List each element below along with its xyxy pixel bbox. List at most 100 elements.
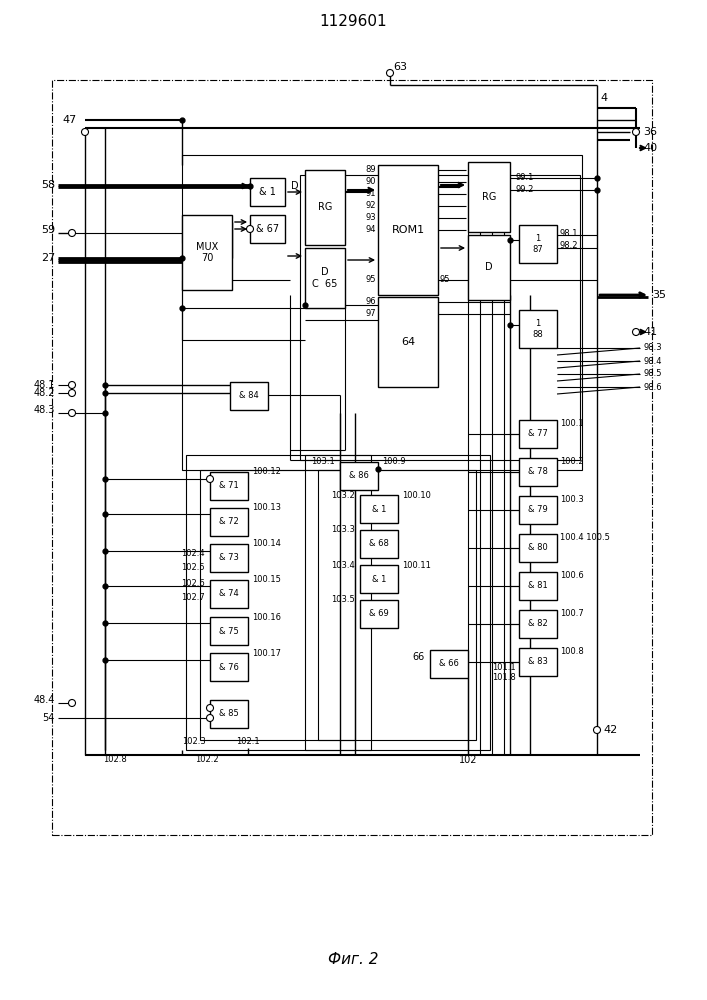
Text: & 83: & 83 — [528, 658, 548, 666]
Text: 35: 35 — [652, 290, 666, 300]
Text: 91: 91 — [366, 190, 376, 198]
Text: 99.2: 99.2 — [515, 186, 533, 194]
Text: 102.7: 102.7 — [181, 593, 205, 602]
Text: RG: RG — [318, 202, 332, 213]
Text: 100.3: 100.3 — [560, 495, 584, 504]
Text: МUX
70: МUX 70 — [196, 242, 218, 263]
Text: 103.4: 103.4 — [332, 560, 355, 570]
Bar — [360, 530, 398, 558]
Text: 94: 94 — [366, 226, 376, 234]
Circle shape — [247, 226, 254, 232]
Text: 102.5: 102.5 — [182, 564, 205, 572]
Text: Фиг. 2: Фиг. 2 — [328, 952, 379, 968]
Text: 36: 36 — [643, 127, 657, 137]
Text: 41: 41 — [643, 327, 657, 337]
Text: 66: 66 — [413, 652, 425, 662]
Bar — [519, 496, 557, 524]
Bar — [318, 470, 476, 740]
Bar — [519, 225, 557, 263]
Bar — [378, 165, 438, 295]
Text: 4: 4 — [600, 93, 607, 103]
Text: & 86: & 86 — [349, 472, 369, 481]
Text: 40: 40 — [643, 143, 657, 153]
Bar — [186, 455, 371, 750]
Text: 98.2: 98.2 — [560, 241, 578, 250]
Bar — [210, 544, 248, 572]
Text: 100.15: 100.15 — [252, 576, 281, 584]
Bar — [210, 508, 248, 536]
Bar — [519, 610, 557, 638]
Circle shape — [206, 704, 214, 712]
Text: 101.8: 101.8 — [492, 674, 516, 682]
Text: 103.1: 103.1 — [311, 458, 335, 466]
Text: & 80: & 80 — [528, 544, 548, 552]
Text: & 67: & 67 — [256, 224, 279, 234]
Text: 92: 92 — [366, 202, 376, 211]
Bar — [378, 297, 438, 387]
Text: 100.4 100.5: 100.4 100.5 — [560, 534, 610, 542]
Text: & 85: & 85 — [219, 710, 239, 718]
Bar — [210, 700, 248, 728]
Text: 95: 95 — [440, 275, 450, 284]
Text: 27: 27 — [41, 253, 55, 263]
Text: & 69: & 69 — [369, 609, 389, 618]
Text: & 75: & 75 — [219, 626, 239, 636]
Text: & 68: & 68 — [369, 540, 389, 548]
Text: 98.5: 98.5 — [643, 369, 662, 378]
Text: & 1: & 1 — [259, 187, 276, 197]
Text: ROM1: ROM1 — [392, 225, 425, 235]
Text: 102.4: 102.4 — [182, 548, 205, 558]
Text: & 73: & 73 — [219, 554, 239, 562]
Text: 63: 63 — [393, 62, 407, 72]
Text: & 77: & 77 — [528, 430, 548, 438]
Bar — [305, 455, 490, 750]
Bar — [468, 162, 510, 232]
Circle shape — [206, 714, 214, 722]
Circle shape — [69, 381, 76, 388]
Text: & 78: & 78 — [528, 468, 548, 477]
Text: 103.5: 103.5 — [332, 595, 355, 604]
Text: & 74: & 74 — [219, 589, 239, 598]
Text: 103.3: 103.3 — [331, 526, 355, 534]
Text: 98.1: 98.1 — [560, 229, 578, 237]
Circle shape — [69, 410, 76, 416]
Text: 102.8: 102.8 — [103, 756, 127, 764]
Text: 48.3: 48.3 — [34, 405, 55, 415]
Text: 102: 102 — [459, 755, 477, 765]
Bar — [210, 653, 248, 681]
Circle shape — [387, 70, 394, 77]
Text: 1129601: 1129601 — [320, 14, 387, 29]
Text: D: D — [291, 181, 299, 191]
Text: 90: 90 — [366, 178, 376, 186]
Bar — [519, 420, 557, 448]
Text: 102.6: 102.6 — [181, 578, 205, 587]
Bar — [210, 617, 248, 645]
Bar — [519, 572, 557, 600]
Text: 59: 59 — [41, 225, 55, 235]
Text: & 66: & 66 — [439, 660, 459, 668]
Text: RG: RG — [481, 192, 496, 202]
Bar — [519, 310, 557, 348]
Text: 100.13: 100.13 — [252, 504, 281, 512]
Text: 64: 64 — [401, 337, 415, 347]
Bar — [300, 175, 580, 460]
Text: 100.8: 100.8 — [560, 648, 584, 656]
Text: 1
88: 1 88 — [532, 319, 544, 339]
Text: & 72: & 72 — [219, 518, 239, 526]
Text: 97: 97 — [366, 310, 376, 318]
Bar — [250, 178, 285, 206]
Text: 54: 54 — [42, 713, 55, 723]
Text: 100.6: 100.6 — [560, 572, 584, 580]
Bar — [468, 235, 510, 300]
Circle shape — [81, 128, 88, 135]
Bar — [519, 458, 557, 486]
Text: & 81: & 81 — [528, 582, 548, 590]
Text: 100.9: 100.9 — [382, 458, 406, 466]
Text: 1
87: 1 87 — [532, 234, 544, 254]
Circle shape — [69, 230, 76, 236]
Bar — [360, 495, 398, 523]
Circle shape — [69, 700, 76, 706]
Text: & 82: & 82 — [528, 619, 548, 629]
Text: 100.17: 100.17 — [252, 648, 281, 658]
Bar — [340, 462, 378, 490]
